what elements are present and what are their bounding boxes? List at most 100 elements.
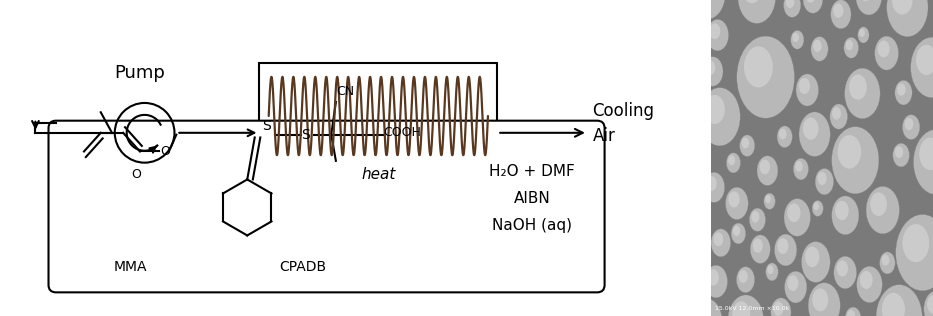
Circle shape	[882, 255, 889, 266]
Text: O: O	[132, 168, 141, 181]
Circle shape	[771, 298, 791, 316]
Circle shape	[886, 0, 928, 37]
Circle shape	[764, 193, 775, 210]
Circle shape	[859, 29, 865, 37]
Circle shape	[726, 187, 748, 220]
Circle shape	[892, 0, 912, 15]
Text: COOH: COOH	[383, 126, 422, 139]
Circle shape	[837, 260, 848, 276]
Circle shape	[753, 239, 763, 253]
Circle shape	[882, 293, 905, 316]
Circle shape	[765, 195, 771, 203]
Text: S: S	[301, 128, 310, 142]
Circle shape	[751, 211, 759, 223]
Circle shape	[786, 0, 794, 8]
Circle shape	[796, 74, 818, 106]
Circle shape	[815, 168, 834, 195]
Circle shape	[732, 301, 750, 316]
Circle shape	[744, 46, 773, 88]
Circle shape	[856, 266, 883, 303]
Circle shape	[924, 290, 933, 316]
Circle shape	[875, 36, 898, 70]
Text: heat: heat	[361, 167, 396, 182]
Circle shape	[742, 138, 749, 149]
Circle shape	[896, 215, 933, 291]
Circle shape	[799, 112, 830, 156]
Circle shape	[803, 0, 823, 13]
Circle shape	[860, 271, 872, 289]
Circle shape	[749, 208, 766, 231]
Circle shape	[843, 37, 858, 58]
Circle shape	[911, 37, 933, 98]
Circle shape	[726, 153, 741, 173]
Circle shape	[705, 60, 716, 75]
Circle shape	[759, 160, 770, 174]
Circle shape	[795, 161, 802, 172]
Circle shape	[813, 289, 829, 311]
Circle shape	[728, 155, 735, 165]
Text: 15.0kV 12.0mm ×10.0k: 15.0kV 12.0mm ×10.0k	[716, 306, 789, 311]
Circle shape	[830, 0, 851, 29]
Circle shape	[706, 176, 717, 191]
Circle shape	[876, 285, 923, 316]
Circle shape	[834, 256, 856, 289]
Circle shape	[784, 0, 801, 17]
Circle shape	[849, 75, 867, 100]
Text: Pump: Pump	[115, 64, 165, 82]
Text: Cooling
Air: Cooling Air	[592, 102, 654, 145]
Circle shape	[905, 118, 913, 130]
Circle shape	[857, 27, 870, 43]
Circle shape	[738, 0, 775, 23]
Circle shape	[856, 0, 882, 15]
Circle shape	[704, 95, 725, 124]
Circle shape	[729, 191, 740, 208]
Circle shape	[784, 199, 811, 236]
Text: H₂O + DMF
AIBN
NaOH (aq): H₂O + DMF AIBN NaOH (aq)	[489, 164, 575, 233]
Circle shape	[703, 57, 723, 86]
FancyBboxPatch shape	[49, 121, 605, 292]
Circle shape	[844, 68, 880, 119]
Circle shape	[927, 295, 933, 314]
Circle shape	[737, 36, 795, 118]
Circle shape	[757, 156, 778, 185]
Circle shape	[790, 30, 804, 49]
Circle shape	[845, 307, 861, 316]
Circle shape	[817, 172, 827, 185]
Circle shape	[736, 267, 755, 293]
Circle shape	[811, 37, 829, 61]
Circle shape	[808, 283, 841, 316]
Circle shape	[739, 270, 748, 283]
Circle shape	[838, 135, 861, 169]
Text: CN: CN	[336, 85, 354, 98]
Circle shape	[714, 232, 723, 246]
Circle shape	[895, 80, 912, 105]
Bar	[259, 63, 497, 203]
Circle shape	[833, 3, 843, 18]
Circle shape	[893, 143, 910, 167]
Circle shape	[704, 265, 728, 298]
Circle shape	[913, 129, 933, 195]
Circle shape	[814, 203, 819, 210]
Circle shape	[902, 115, 920, 140]
Circle shape	[919, 137, 933, 170]
Circle shape	[880, 252, 895, 274]
Circle shape	[870, 192, 887, 216]
Circle shape	[847, 310, 855, 316]
Circle shape	[829, 104, 847, 129]
Circle shape	[812, 200, 823, 216]
Circle shape	[711, 229, 731, 257]
Circle shape	[733, 226, 740, 236]
Circle shape	[792, 33, 799, 42]
Circle shape	[799, 78, 810, 94]
Circle shape	[700, 88, 740, 146]
Circle shape	[866, 186, 899, 234]
Circle shape	[787, 204, 801, 222]
Circle shape	[895, 146, 903, 158]
Circle shape	[831, 196, 859, 235]
Circle shape	[689, 0, 725, 19]
Circle shape	[916, 45, 933, 75]
Circle shape	[779, 129, 787, 139]
Circle shape	[902, 224, 929, 262]
Circle shape	[777, 126, 792, 148]
Circle shape	[787, 275, 799, 291]
